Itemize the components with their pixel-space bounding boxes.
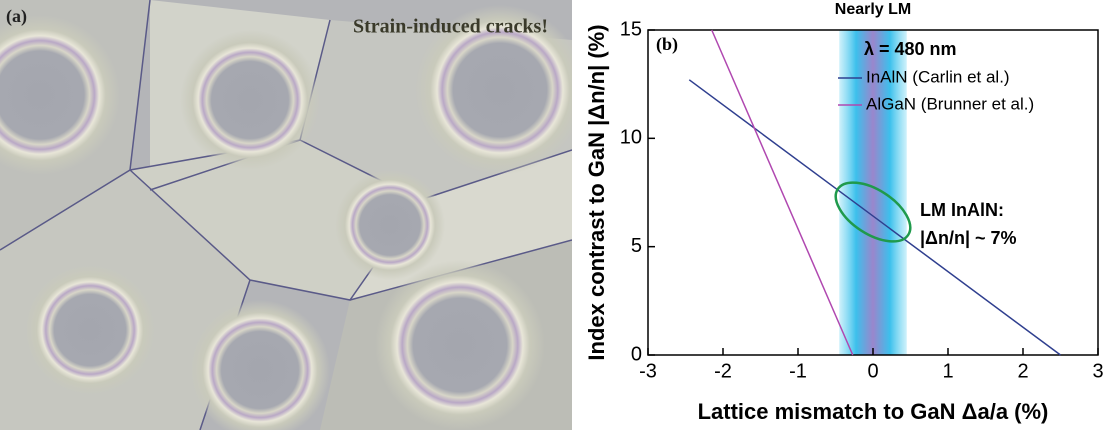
photo-caption: Strain-induced cracks!: [353, 16, 548, 38]
y-tick-label: 10: [620, 127, 642, 149]
figure: (a) Strain-induced cracks! Nearly LM-3-2…: [0, 0, 1107, 435]
subtitle: λ = 480 nm: [864, 39, 957, 59]
highlight-label: |Δn/n| ~ 7%: [920, 228, 1017, 248]
y-tick-label: 5: [631, 235, 642, 257]
x-tick-label: 2: [1017, 360, 1028, 382]
y-tick-label: 0: [631, 343, 642, 365]
x-tick-label: -1: [789, 360, 807, 382]
series-line: [712, 30, 853, 355]
band-title: Nearly LM: [835, 1, 911, 18]
y-axis-label: Index contrast to GaN |Δn/n| (%): [584, 24, 609, 360]
x-axis-label: Lattice mismatch to GaN Δa/a (%): [698, 399, 1049, 424]
panel-label: (a): [6, 6, 27, 27]
y-tick-label: 15: [620, 18, 642, 40]
panel-label: (b): [656, 34, 678, 55]
highlight-label: LM InAlN:: [920, 200, 1004, 220]
legend-label: InAlN (Carlin et al.): [866, 67, 1010, 86]
x-tick-label: 1: [942, 360, 953, 382]
x-tick-label: 0: [867, 360, 878, 382]
x-tick-label: 3: [1092, 360, 1103, 382]
x-tick-label: -2: [714, 360, 732, 382]
photo: (a) Strain-induced cracks!: [0, 0, 585, 435]
legend-label: AlGaN (Brunner et al.): [866, 94, 1034, 113]
